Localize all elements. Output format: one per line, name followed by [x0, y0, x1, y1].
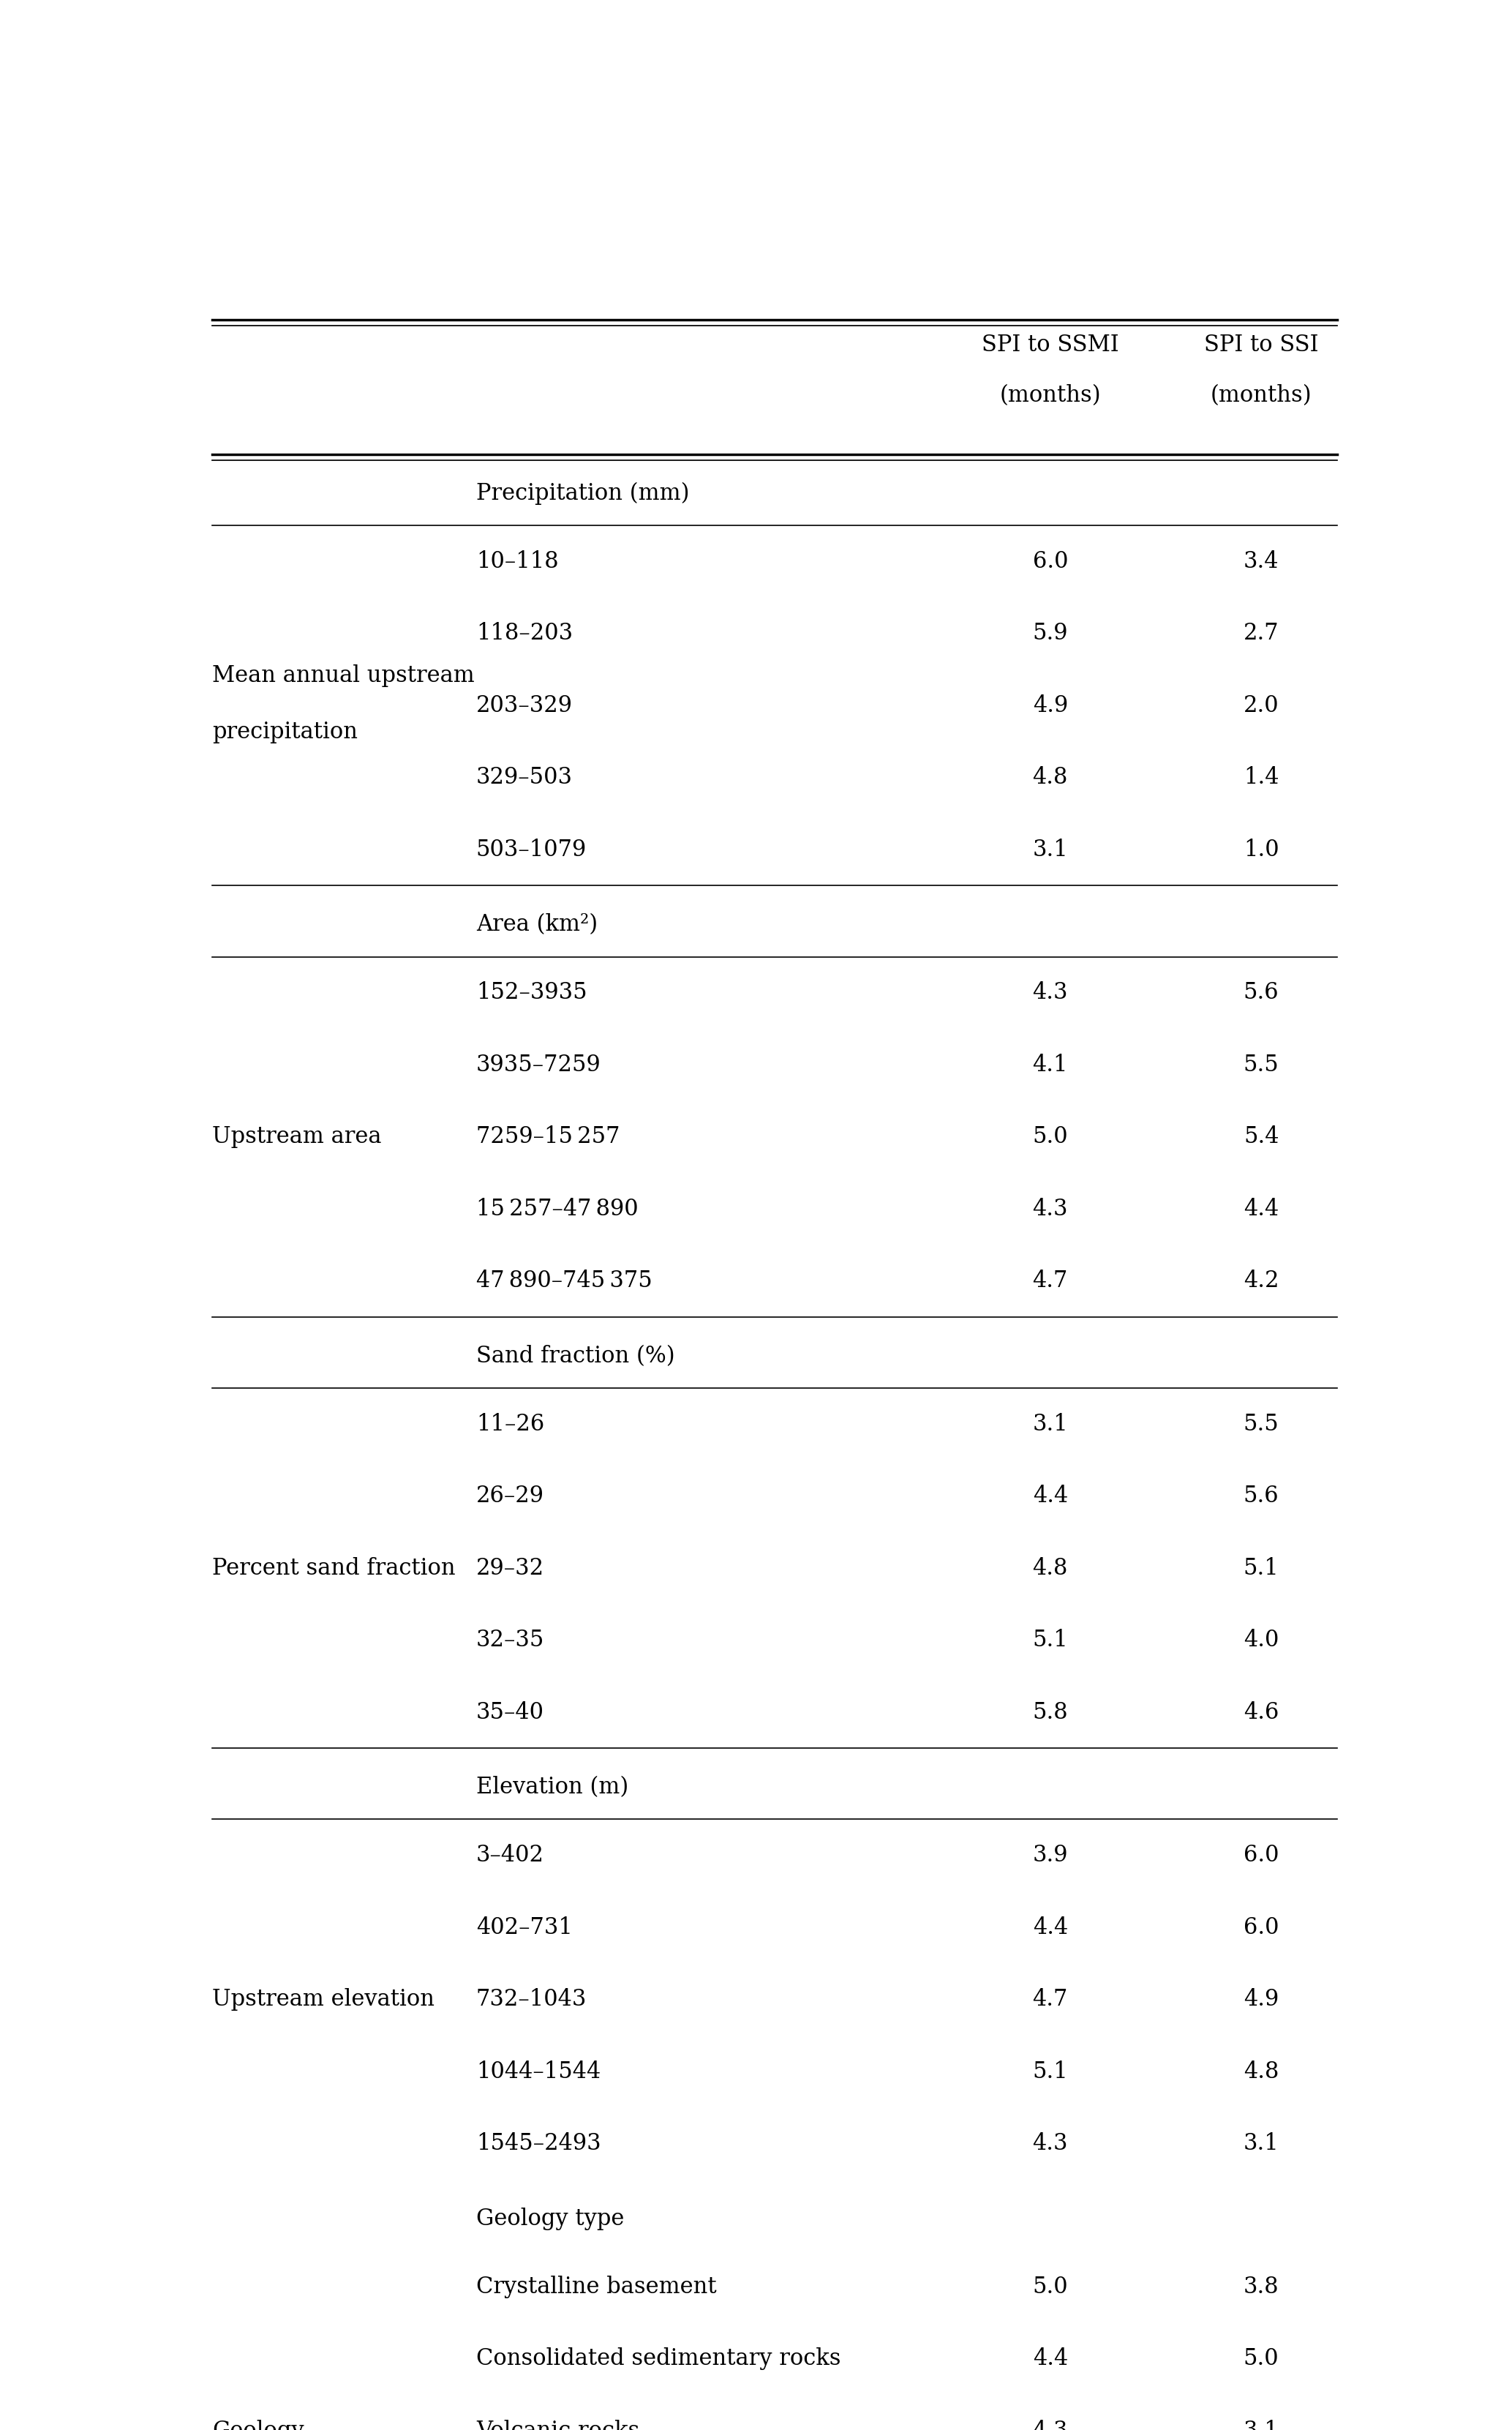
Text: 4.9: 4.9 [1033, 695, 1067, 717]
Text: Upstream elevation: Upstream elevation [212, 1988, 435, 2010]
Text: 35–40: 35–40 [476, 1701, 544, 1723]
Text: 732–1043: 732–1043 [476, 1988, 587, 2010]
Text: 10–118: 10–118 [476, 549, 558, 573]
Text: 5.8: 5.8 [1033, 1701, 1067, 1723]
Text: 5.1: 5.1 [1033, 2061, 1067, 2083]
Text: 3.9: 3.9 [1033, 1844, 1067, 1866]
Text: precipitation: precipitation [212, 719, 358, 744]
Text: 4.0: 4.0 [1243, 1628, 1279, 1652]
Text: 118–203: 118–203 [476, 622, 573, 644]
Text: Volcanic rocks: Volcanic rocks [476, 2420, 640, 2430]
Text: 5.0: 5.0 [1033, 2274, 1067, 2299]
Text: 4.6: 4.6 [1243, 1701, 1279, 1723]
Text: 4.3: 4.3 [1033, 2131, 1067, 2155]
Text: 4.7: 4.7 [1033, 1268, 1067, 1293]
Text: 152–3935: 152–3935 [476, 982, 587, 1004]
Text: 15 257–47 890: 15 257–47 890 [476, 1198, 638, 1220]
Text: 3.1: 3.1 [1243, 2131, 1279, 2155]
Text: 3935–7259: 3935–7259 [476, 1055, 600, 1076]
Text: 11–26: 11–26 [476, 1412, 544, 1436]
Text: Percent sand fraction: Percent sand fraction [212, 1558, 455, 1580]
Text: 29–32: 29–32 [476, 1558, 544, 1580]
Text: Upstream area: Upstream area [212, 1125, 381, 1149]
Text: 2.7: 2.7 [1243, 622, 1279, 644]
Text: Geology: Geology [212, 2420, 304, 2430]
Text: 6.0: 6.0 [1243, 1844, 1279, 1866]
Text: 26–29: 26–29 [476, 1485, 544, 1507]
Text: 5.5: 5.5 [1243, 1055, 1279, 1076]
Text: 7259–15 257: 7259–15 257 [476, 1125, 620, 1149]
Text: Mean annual upstream: Mean annual upstream [212, 663, 475, 688]
Text: 4.3: 4.3 [1033, 2420, 1067, 2430]
Text: SPI to SSI: SPI to SSI [1204, 333, 1318, 357]
Text: 5.6: 5.6 [1243, 982, 1279, 1004]
Text: 3.8: 3.8 [1243, 2274, 1279, 2299]
Text: 4.3: 4.3 [1033, 982, 1067, 1004]
Text: 1545–2493: 1545–2493 [476, 2131, 600, 2155]
Text: Geology type: Geology type [476, 2206, 624, 2231]
Text: 5.4: 5.4 [1243, 1125, 1279, 1149]
Text: (months): (months) [1211, 384, 1312, 406]
Text: 1044–1544: 1044–1544 [476, 2061, 600, 2083]
Text: 4.4: 4.4 [1033, 1917, 1067, 1939]
Text: 4.8: 4.8 [1243, 2061, 1279, 2083]
Text: 402–731: 402–731 [476, 1917, 573, 1939]
Text: 5.0: 5.0 [1033, 1125, 1067, 1149]
Text: 1.0: 1.0 [1243, 838, 1279, 860]
Text: 4.3: 4.3 [1033, 1198, 1067, 1220]
Text: Crystalline basement: Crystalline basement [476, 2274, 717, 2299]
Text: 4.8: 4.8 [1033, 765, 1067, 790]
Text: 5.1: 5.1 [1033, 1628, 1067, 1652]
Text: 6.0: 6.0 [1033, 549, 1067, 573]
Text: 329–503: 329–503 [476, 765, 573, 790]
Text: Elevation (m): Elevation (m) [476, 1776, 629, 1798]
Text: 5.5: 5.5 [1243, 1412, 1279, 1436]
Text: 32–35: 32–35 [476, 1628, 544, 1652]
Text: 503–1079: 503–1079 [476, 838, 587, 860]
Text: 4.9: 4.9 [1243, 1988, 1279, 2010]
Text: (months): (months) [999, 384, 1101, 406]
Text: 3.1: 3.1 [1243, 2420, 1279, 2430]
Text: 6.0: 6.0 [1243, 1917, 1279, 1939]
Text: 5.6: 5.6 [1243, 1485, 1279, 1507]
Text: 5.9: 5.9 [1033, 622, 1067, 644]
Text: 1.4: 1.4 [1243, 765, 1279, 790]
Text: 2.0: 2.0 [1243, 695, 1279, 717]
Text: 4.2: 4.2 [1243, 1268, 1279, 1293]
Text: 3–402: 3–402 [476, 1844, 544, 1866]
Text: 5.1: 5.1 [1243, 1558, 1279, 1580]
Text: 3.1: 3.1 [1033, 838, 1067, 860]
Text: 4.1: 4.1 [1033, 1055, 1067, 1076]
Text: Precipitation (mm): Precipitation (mm) [476, 481, 689, 505]
Text: SPI to SSMI: SPI to SSMI [981, 333, 1119, 357]
Text: Area (km²): Area (km²) [476, 914, 597, 936]
Text: 3.4: 3.4 [1243, 549, 1279, 573]
Text: Sand fraction (%): Sand fraction (%) [476, 1344, 674, 1368]
Text: 5.0: 5.0 [1243, 2347, 1279, 2369]
Text: 3.1: 3.1 [1033, 1412, 1067, 1436]
Text: 4.7: 4.7 [1033, 1988, 1067, 2010]
Text: 4.4: 4.4 [1243, 1198, 1279, 1220]
Text: 4.4: 4.4 [1033, 2347, 1067, 2369]
Text: 4.8: 4.8 [1033, 1558, 1067, 1580]
Text: 203–329: 203–329 [476, 695, 573, 717]
Text: Consolidated sedimentary rocks: Consolidated sedimentary rocks [476, 2347, 841, 2369]
Text: 47 890–745 375: 47 890–745 375 [476, 1268, 652, 1293]
Text: 4.4: 4.4 [1033, 1485, 1067, 1507]
